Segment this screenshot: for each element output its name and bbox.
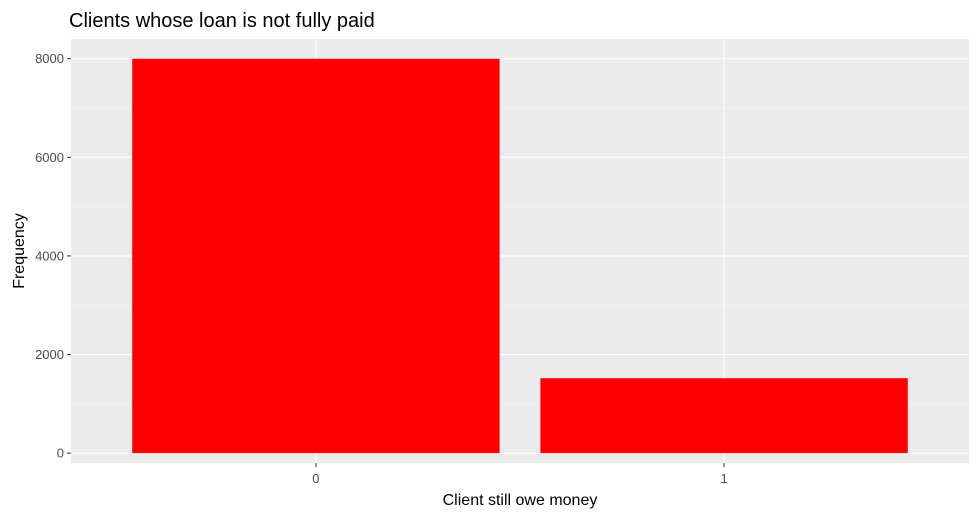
y-tick-label: 6000 [35, 150, 64, 165]
y-tick-label: 2000 [35, 347, 64, 362]
bar-0 [132, 58, 500, 454]
x-tick-label: 1 [720, 471, 727, 486]
y-axis-title: Frequency [11, 213, 28, 289]
y-tick-label: 8000 [35, 51, 64, 66]
x-tick-label: 0 [312, 471, 319, 486]
bars [132, 58, 908, 454]
bar-1 [540, 378, 908, 454]
y-tick-label: 0 [57, 446, 64, 461]
chart-title: Clients whose loan is not fully paid [69, 10, 375, 32]
y-axis-ticks: 0 2000 4000 6000 8000 [35, 51, 71, 461]
x-axis-title: Client still owe money [443, 492, 598, 509]
y-tick-label: 4000 [35, 248, 64, 263]
